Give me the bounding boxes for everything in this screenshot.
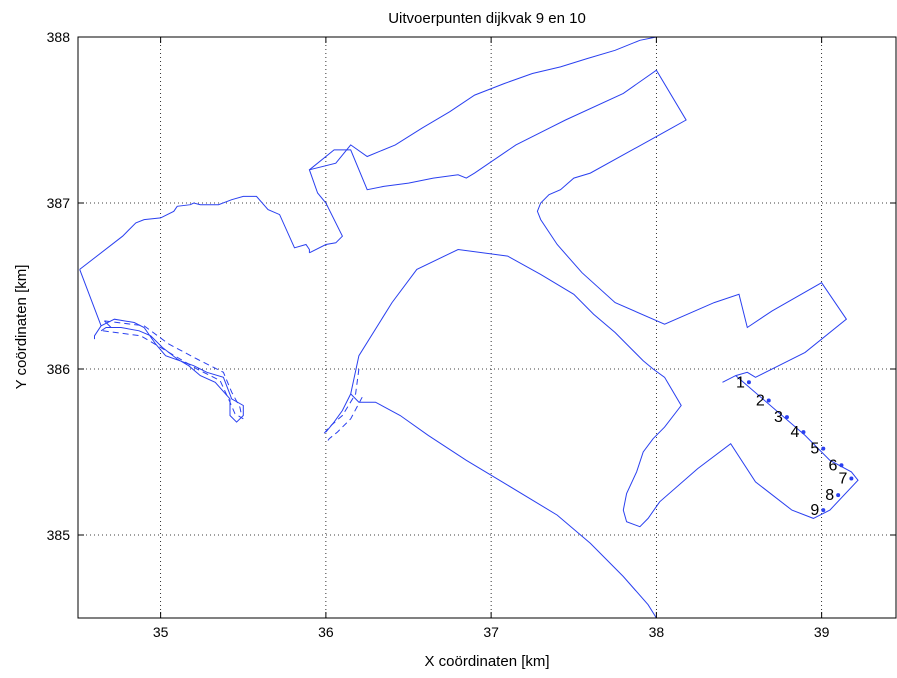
outline-line xyxy=(104,320,112,328)
output-point-marker xyxy=(821,446,826,451)
grid xyxy=(78,36,896,618)
outline-line xyxy=(94,325,102,340)
y-tick-label: 388 xyxy=(47,29,71,45)
x-tick-label: 36 xyxy=(318,624,334,640)
x-tick-label: 38 xyxy=(649,624,665,640)
output-point-marker xyxy=(839,463,844,468)
y-axis-label: Y coördinaten [km] xyxy=(13,265,30,390)
output-point-marker xyxy=(849,476,854,481)
output-point-label: 8 xyxy=(825,487,834,504)
outline-line xyxy=(325,248,859,528)
chart-title: Uitvoerpunten dijkvak 9 en 10 xyxy=(388,10,586,27)
outline-line xyxy=(350,393,657,618)
outline-line xyxy=(79,195,310,270)
series-layer xyxy=(79,37,859,618)
y-tick-label: 387 xyxy=(47,195,71,211)
output-point-label: 6 xyxy=(829,457,838,474)
output-point-label: 2 xyxy=(756,393,765,410)
output-point-label: 4 xyxy=(791,424,800,441)
x-tick-label: 37 xyxy=(483,624,499,640)
dashed-outline xyxy=(325,396,363,444)
dashed-outline xyxy=(322,368,360,436)
output-point-label: 1 xyxy=(736,374,745,391)
output-point-marker xyxy=(746,380,751,385)
output-point-marker xyxy=(801,430,806,435)
output-point-marker xyxy=(836,493,841,498)
output-point-label: 7 xyxy=(838,471,847,488)
outline-line xyxy=(79,269,244,423)
outline-line xyxy=(308,37,657,254)
x-axis-label: X coördinaten [km] xyxy=(424,653,549,670)
y-tick-label: 385 xyxy=(47,527,71,543)
output-point-marker xyxy=(766,398,771,403)
outline-line xyxy=(309,69,848,383)
dashed-outline xyxy=(104,320,243,416)
y-tick-label: 386 xyxy=(47,361,71,377)
x-tick-label: 39 xyxy=(814,624,830,640)
x-tick-label: 35 xyxy=(153,624,169,640)
plot-frame xyxy=(77,36,897,619)
dashed-outline xyxy=(102,330,244,420)
output-point-marker xyxy=(821,508,826,513)
output-point-label: 3 xyxy=(774,409,783,426)
output-point-marker xyxy=(784,415,789,420)
output-point-label: 5 xyxy=(810,441,819,458)
output-point-label: 9 xyxy=(810,502,819,519)
